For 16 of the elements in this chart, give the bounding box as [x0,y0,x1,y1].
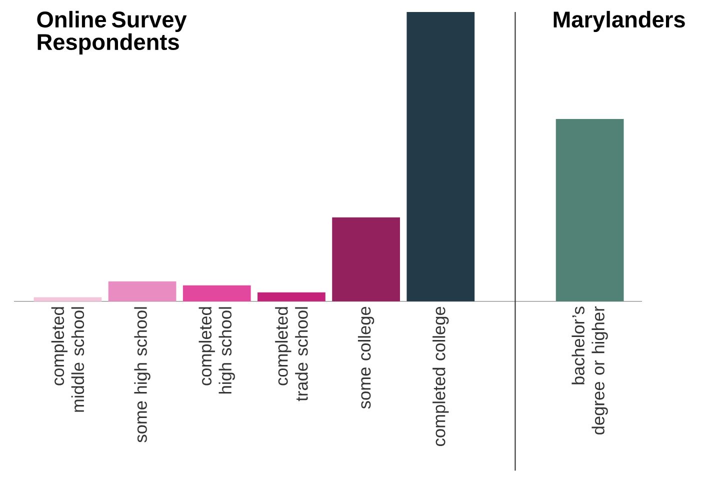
x-tick-label: completed high school [198,307,235,394]
bar [182,285,251,302]
x-tick-label: some college [358,306,374,409]
x-tick-label: completed college [432,306,449,446]
bar [108,281,176,302]
bar [34,297,102,302]
annotation: Marylanders [554,10,685,32]
x-tick-label: completed middle school [51,307,84,412]
chart-title: Online Survey Respondents [37,10,187,55]
x-tick-label: some high school [134,307,150,442]
bar [258,292,326,302]
bar [332,217,400,302]
x-tick-label: bachelor’s degree or higher [572,306,608,434]
x-tick-label: completed trade school [275,307,308,402]
bar [406,12,475,302]
bar [556,119,624,302]
